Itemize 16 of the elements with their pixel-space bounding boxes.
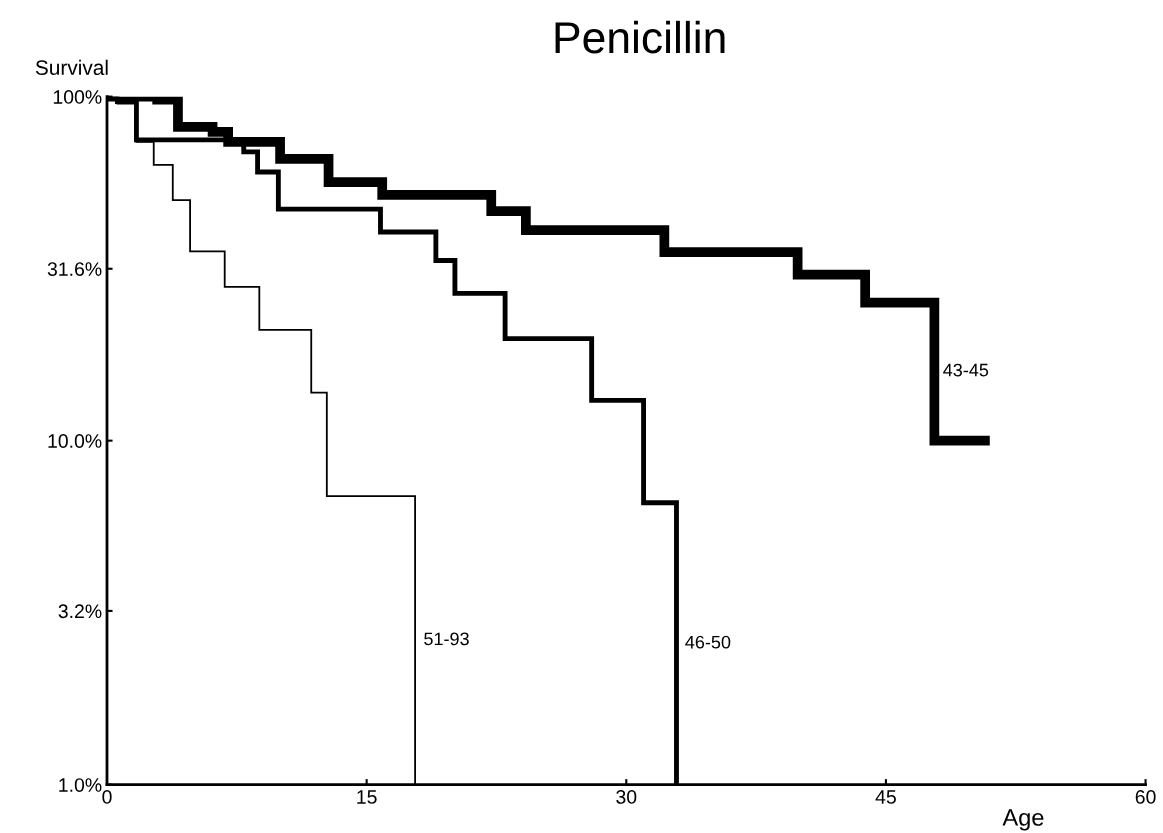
x-tick-label: 30	[616, 790, 637, 804]
chart-title: Penicillin	[555, 20, 725, 54]
y-tick-label: 31.6%	[47, 262, 102, 276]
y-tick-label: 100%	[53, 90, 102, 104]
series-label: 46-50	[685, 635, 731, 649]
y-axis-title: Survival	[35, 59, 108, 76]
series-label: 43-45	[943, 363, 989, 377]
x-axis-title: Age	[1002, 809, 1044, 831]
x-tick-label: 15	[357, 790, 377, 804]
y-tick-label: 3.2%	[58, 604, 102, 619]
y-tick-label: 1.0%	[59, 778, 102, 792]
x-tick-label: 0	[102, 790, 112, 804]
x-tick-label: 45	[875, 790, 896, 804]
y-tick-label: 10.0%	[48, 434, 102, 448]
series-label: 51-93	[424, 632, 469, 646]
x-tick-label: 60	[1135, 790, 1156, 804]
